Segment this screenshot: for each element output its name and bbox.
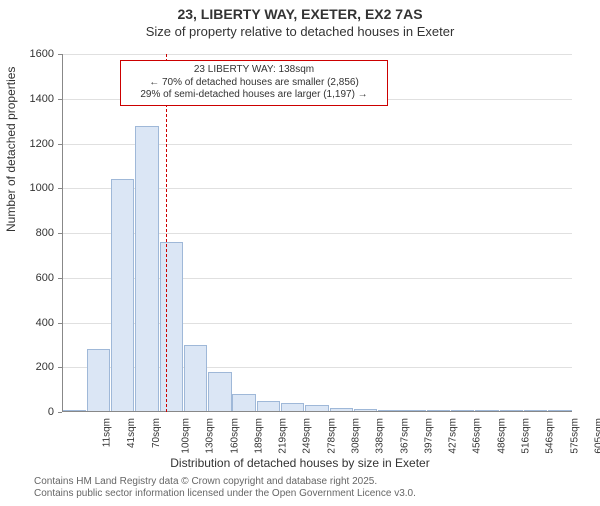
x-tick-label: 397sqm bbox=[423, 418, 434, 454]
x-tick-label: 605sqm bbox=[593, 418, 600, 454]
footer-line: Contains public sector information licen… bbox=[34, 488, 416, 500]
x-tick-label: 278sqm bbox=[326, 418, 337, 454]
x-tick-label: 100sqm bbox=[181, 418, 192, 454]
chart-subtitle: Size of property relative to detached ho… bbox=[0, 24, 600, 39]
annotation-line: 29% of semi-detached houses are larger (… bbox=[127, 89, 381, 102]
y-tick-mark bbox=[58, 367, 62, 368]
x-tick-label: 456sqm bbox=[472, 418, 483, 454]
chart-title: 23, LIBERTY WAY, EXETER, EX2 7AS bbox=[0, 6, 600, 22]
marker-line bbox=[166, 54, 167, 412]
y-tick-label: 400 bbox=[14, 317, 54, 329]
y-tick-mark bbox=[58, 233, 62, 234]
x-tick-label: 41sqm bbox=[126, 418, 137, 448]
y-tick-label: 800 bbox=[14, 227, 54, 239]
x-axis-label: Distribution of detached houses by size … bbox=[0, 456, 600, 470]
x-tick-label: 546sqm bbox=[545, 418, 556, 454]
histogram-bar bbox=[232, 394, 255, 412]
x-tick-label: 11sqm bbox=[101, 418, 112, 447]
y-tick-label: 1400 bbox=[14, 93, 54, 105]
y-tick-label: 1600 bbox=[14, 48, 54, 60]
y-tick-mark bbox=[58, 323, 62, 324]
annotation-box: 23 LIBERTY WAY: 138sqm ← 70% of detached… bbox=[120, 60, 388, 106]
x-tick-label: 219sqm bbox=[278, 418, 289, 454]
x-tick-label: 160sqm bbox=[229, 418, 240, 454]
y-tick-label: 0 bbox=[14, 406, 54, 418]
histogram-bar bbox=[87, 349, 110, 412]
histogram-bar bbox=[208, 372, 231, 412]
x-tick-label: 189sqm bbox=[253, 418, 264, 454]
y-tick-label: 1000 bbox=[14, 182, 54, 194]
x-tick-label: 427sqm bbox=[448, 418, 459, 454]
gridline bbox=[62, 54, 572, 55]
x-tick-label: 486sqm bbox=[496, 418, 507, 454]
chart-container: 23, LIBERTY WAY, EXETER, EX2 7AS Size of… bbox=[0, 6, 600, 506]
plot-area: 23 LIBERTY WAY: 138sqm ← 70% of detached… bbox=[62, 54, 572, 412]
y-tick-mark bbox=[58, 188, 62, 189]
histogram-bar bbox=[184, 345, 207, 412]
histogram-bar bbox=[111, 179, 134, 412]
x-tick-label: 575sqm bbox=[569, 418, 580, 454]
y-tick-label: 1200 bbox=[14, 138, 54, 150]
footer-attribution: Contains HM Land Registry data © Crown c… bbox=[34, 476, 416, 500]
x-tick-label: 367sqm bbox=[399, 418, 410, 454]
y-tick-mark bbox=[58, 412, 62, 413]
annotation-line: 23 LIBERTY WAY: 138sqm bbox=[127, 64, 381, 77]
x-tick-label: 249sqm bbox=[302, 418, 313, 454]
histogram-bar bbox=[160, 242, 183, 412]
x-tick-label: 70sqm bbox=[151, 418, 162, 448]
y-tick-mark bbox=[58, 144, 62, 145]
y-tick-label: 600 bbox=[14, 272, 54, 284]
x-tick-label: 516sqm bbox=[521, 418, 532, 454]
annotation-line: ← 70% of detached houses are smaller (2,… bbox=[127, 77, 381, 90]
y-tick-label: 200 bbox=[14, 361, 54, 373]
x-tick-label: 308sqm bbox=[351, 418, 362, 454]
y-axis-line bbox=[62, 54, 63, 412]
x-axis-line bbox=[62, 411, 572, 412]
histogram-bar bbox=[135, 126, 158, 412]
y-tick-mark bbox=[58, 54, 62, 55]
footer-line: Contains HM Land Registry data © Crown c… bbox=[34, 476, 416, 488]
x-tick-label: 130sqm bbox=[205, 418, 216, 454]
y-tick-mark bbox=[58, 99, 62, 100]
y-tick-mark bbox=[58, 278, 62, 279]
x-tick-label: 338sqm bbox=[375, 418, 386, 454]
